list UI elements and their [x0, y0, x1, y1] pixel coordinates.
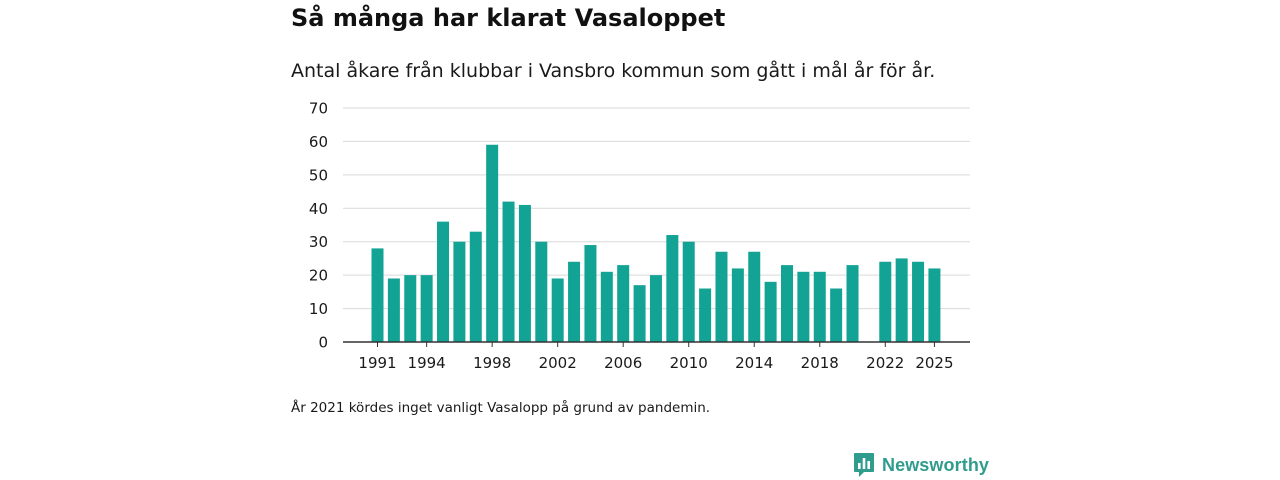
bar-1992	[387, 278, 400, 342]
bar-2018	[813, 271, 826, 342]
bar-2015	[764, 281, 777, 342]
x-tick-label: 1994	[408, 354, 446, 372]
x-tick-label: 2018	[801, 354, 839, 372]
bar-2019	[830, 288, 843, 342]
bar-1991	[371, 248, 384, 342]
y-tick-label: 20	[309, 267, 328, 285]
chart-title: Så många har klarat Vasaloppet	[291, 4, 726, 32]
bar-2009	[666, 235, 679, 342]
x-tick-label: 1998	[473, 354, 511, 372]
bar-2013	[731, 268, 744, 342]
bar-1999	[502, 201, 515, 342]
y-tick-label: 0	[318, 334, 328, 352]
bar-2022	[879, 261, 892, 342]
bar-2002	[551, 278, 564, 342]
x-tick-label: 2022	[866, 354, 904, 372]
bar-2016	[781, 265, 793, 342]
bar-2023	[895, 258, 908, 342]
bar-2004	[584, 245, 597, 342]
x-tick-label: 2014	[735, 354, 773, 372]
bar-2011	[699, 288, 712, 342]
bar-2025	[928, 268, 941, 342]
chart-subtitle: Antal åkare från klubbar i Vansbro kommu…	[291, 60, 936, 82]
bar-2014	[748, 251, 761, 342]
bar-2000	[518, 204, 531, 342]
bar-2024	[912, 261, 925, 342]
x-tick-label: 2010	[670, 354, 708, 372]
x-tick-label: 2006	[604, 354, 642, 372]
bar-2012	[715, 251, 728, 342]
x-axis-ticks: 1991 1994 1998 2002 2006 2010 2014 2018 2022 2025	[358, 342, 954, 372]
x-tick-label: 2025	[915, 354, 953, 372]
bar-chart: 0 10 20 30 40 50 60 70 1991 1994 1998 2002 2006 2010…	[309, 100, 970, 372]
bar-2003	[568, 261, 581, 342]
y-tick-label: 40	[309, 200, 328, 218]
bar-2017	[797, 271, 810, 342]
bar-1997	[469, 231, 482, 342]
bar-1995	[437, 221, 450, 342]
y-tick-label: 30	[309, 233, 328, 251]
x-tick-label: 2002	[539, 354, 577, 372]
brand-name: Newsworthy	[882, 454, 990, 475]
bar-1993	[404, 275, 417, 342]
bar-2010	[682, 241, 695, 342]
x-tick-label: 1991	[358, 354, 396, 372]
y-tick-label: 50	[309, 166, 328, 184]
bar-1996	[453, 241, 466, 342]
y-axis-ticks: 0 10 20 30 40 50 60 70	[309, 100, 328, 352]
bar-2001	[535, 241, 548, 342]
bar-2005	[600, 271, 613, 342]
bar-1998	[486, 144, 499, 342]
bar-2020	[846, 265, 859, 342]
newsworthy-logo-icon	[854, 453, 874, 477]
bar-2007	[633, 285, 646, 342]
newsworthy-logo[interactable]: Newsworthy	[853, 452, 989, 478]
y-tick-label: 60	[309, 133, 328, 151]
bars	[371, 144, 941, 342]
y-tick-label: 70	[309, 100, 328, 118]
y-tick-label: 10	[309, 300, 328, 318]
bar-2006	[617, 265, 630, 342]
footnote: År 2021 kördes inget vanligt Vasalopp på…	[291, 400, 711, 416]
bar-1994	[420, 275, 433, 342]
bar-2008	[649, 275, 662, 342]
